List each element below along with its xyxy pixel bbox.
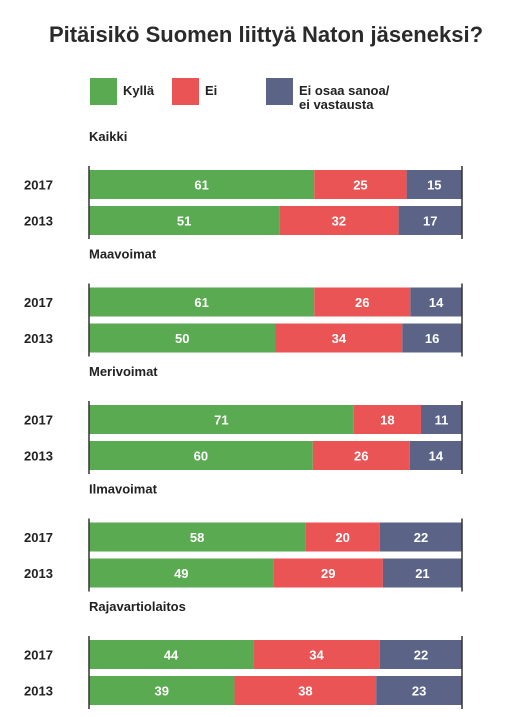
data-label-yes: 49 xyxy=(174,566,188,581)
data-label-no: 26 xyxy=(355,295,369,310)
bar-segment-dont-know xyxy=(376,676,462,705)
bar-segment-dont-know xyxy=(402,323,462,353)
legend-item-yes: Kyllä xyxy=(90,78,154,105)
data-label-no: 25 xyxy=(353,178,367,193)
bar-segment-yes xyxy=(89,206,280,235)
year-label: 2013 xyxy=(24,331,53,346)
group-label: Merivoimat xyxy=(89,364,158,379)
year-label: 2017 xyxy=(24,413,53,428)
bar-segment-dont-know xyxy=(398,206,462,235)
chart-title: Pitäisikö Suomen liittyä Naton jäseneksi… xyxy=(48,22,484,47)
year-label: 2017 xyxy=(24,530,53,545)
bar-segment-yes xyxy=(89,287,315,317)
data-label-yes: 58 xyxy=(190,530,204,545)
year-label: 2017 xyxy=(24,178,53,193)
group-label: Rajavartiolaitos xyxy=(89,599,186,614)
data-label-dont-know: 15 xyxy=(427,178,441,193)
data-label-no: 26 xyxy=(354,449,368,464)
group-label: Maavoimat xyxy=(89,247,157,262)
year-label: 2013 xyxy=(24,214,53,229)
legend-swatch-dont-know xyxy=(266,78,293,105)
bar-segment-no xyxy=(353,405,421,434)
legend-label-dont-know: Ei osaa sanoa/ ei vastausta xyxy=(299,83,390,112)
data-label-dont-know: 17 xyxy=(423,214,437,229)
data-label-dont-know: 14 xyxy=(429,449,444,464)
legend-item-dont-know: Ei osaa sanoa/ ei vastausta xyxy=(266,78,389,112)
bar-segment-dont-know xyxy=(379,640,462,669)
data-label-no: 32 xyxy=(332,214,346,229)
legend-item-no: Ei xyxy=(172,78,217,105)
bar-segment-no xyxy=(314,170,407,199)
bar-segment-no xyxy=(314,287,411,317)
data-label-yes: 61 xyxy=(194,295,208,310)
data-label-yes: 61 xyxy=(194,178,208,193)
bar-segment-no xyxy=(305,522,380,552)
year-label: 2013 xyxy=(24,684,53,699)
year-label: 2017 xyxy=(24,648,53,663)
bar-segment-no xyxy=(234,676,377,705)
bar-segment-yes xyxy=(89,676,235,705)
year-label: 2013 xyxy=(24,566,53,581)
legend-label-no: Ei xyxy=(205,83,218,98)
bar-segment-no xyxy=(275,323,403,353)
data-label-dont-know: 22 xyxy=(414,648,428,663)
data-label-dont-know: 23 xyxy=(412,684,426,699)
bar-segment-yes xyxy=(89,323,276,353)
data-label-yes: 51 xyxy=(177,214,191,229)
data-label-no: 34 xyxy=(332,331,347,346)
bar-segment-no xyxy=(279,206,399,235)
group-label: Kaikki xyxy=(89,129,127,144)
bar-segment-dont-know xyxy=(409,441,462,470)
bar-segment-dont-know xyxy=(382,558,462,588)
bar-segment-yes xyxy=(89,558,274,588)
data-label-yes: 71 xyxy=(214,413,228,428)
data-label-yes: 44 xyxy=(164,648,179,663)
group-label: Ilmavoimat xyxy=(89,482,158,497)
bar-segment-dont-know xyxy=(410,287,462,317)
bar-segment-dont-know xyxy=(379,522,462,552)
bar-segment-no xyxy=(253,640,380,669)
data-label-no: 18 xyxy=(380,413,394,428)
bar-segment-no xyxy=(312,441,410,470)
legend-label-yes: Kyllä xyxy=(123,83,155,98)
data-label-yes: 60 xyxy=(194,449,208,464)
data-label-dont-know: 16 xyxy=(425,331,439,346)
bar-segment-no xyxy=(273,558,383,588)
legend-swatch-yes xyxy=(90,78,117,105)
bar-segment-yes xyxy=(89,640,254,669)
data-label-dont-know: 14 xyxy=(429,295,444,310)
bar-segment-yes xyxy=(89,170,315,199)
data-label-no: 20 xyxy=(335,530,349,545)
data-label-dont-know: 21 xyxy=(415,566,429,581)
data-label-dont-know: 11 xyxy=(435,413,449,428)
bar-segment-yes xyxy=(89,522,306,552)
year-label: 2017 xyxy=(24,295,53,310)
bar-segment-yes xyxy=(89,405,354,434)
data-label-no: 29 xyxy=(321,566,335,581)
bar-segment-dont-know xyxy=(420,405,462,434)
data-label-no: 38 xyxy=(298,684,312,699)
data-label-yes: 50 xyxy=(175,331,189,346)
data-label-no: 34 xyxy=(309,648,324,663)
year-label: 2013 xyxy=(24,449,53,464)
legend-swatch-no xyxy=(172,78,199,105)
bar-segment-dont-know xyxy=(406,170,462,199)
data-label-dont-know: 22 xyxy=(414,530,428,545)
data-label-yes: 39 xyxy=(155,684,169,699)
bar-segment-yes xyxy=(89,441,313,470)
